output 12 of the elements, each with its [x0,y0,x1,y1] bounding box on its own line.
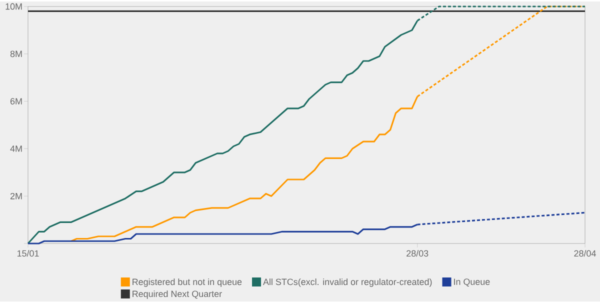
x-tick-label: 28/04 [574,250,596,256]
legend-label: Required Next Quarter [132,290,222,299]
y-tick-label: 6M [10,98,22,104]
y-tick-label: 10M [6,3,22,10]
legend-label: In Queue [454,278,490,286]
y-tick-label: 8M [10,50,22,57]
x-tick-label: 28/03 [406,250,428,256]
y-tick-label: 4M [10,145,22,152]
legend-label: All STCs(excl. invalid or regulator-created) [263,278,432,287]
legend-label: Registered but not in queue [132,278,242,287]
x-tick-label: 15/01 [17,250,39,256]
y-tick-label: 2M [10,192,22,199]
